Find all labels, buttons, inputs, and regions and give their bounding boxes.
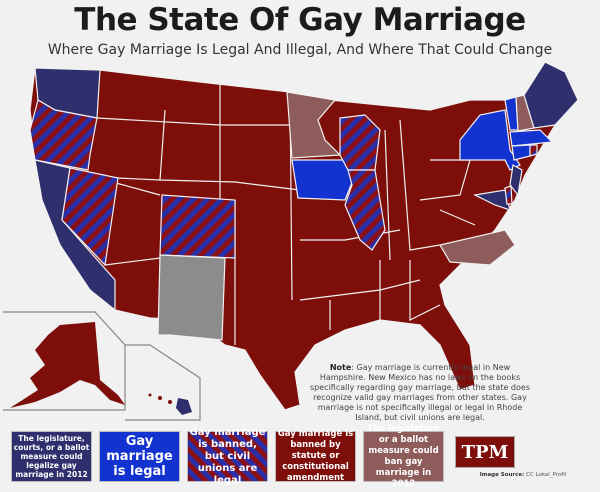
us-mainland-banned [29,61,579,411]
state-borders [96,82,476,345]
note-label: Note [329,363,352,372]
state-massachusetts [509,129,554,147]
legend-banned: Gay marriage is banned by statute or con… [275,429,356,483]
state-alaska [10,322,125,408]
state-nevada [61,167,119,267]
state-north-carolina [439,229,516,266]
legend-legal: Gay marriage is legal [99,431,180,482]
state-new-jersey [509,164,523,197]
tpm-logo: TPM [455,436,515,468]
state-maine [523,61,579,129]
note-text: : Gay marriage is currently legal in New… [310,363,530,422]
state-new-mexico [157,254,226,341]
state-delaware [504,185,513,205]
inset-frames [3,311,201,421]
state-hawaii [148,393,192,415]
page-subtitle: Where Gay Marriage Is Legal And Illegal,… [47,42,553,58]
page-title: The State Of Gay Marriage [74,2,526,38]
state-wisconsin [339,114,381,171]
state-oregon [29,99,98,171]
state-maryland [473,189,511,211]
source-value: CC Lokal_Profil [526,472,567,478]
legend-could-ban: The legislature or a ballot measure coul… [363,424,444,489]
source-label: Image Source: [479,472,525,478]
image-source: Image Source: CC Lokal_Profil [445,472,600,478]
state-minnesota [286,91,342,159]
map-note: Note: Gay marriage is currently legal in… [308,363,532,423]
state-colorado [159,194,236,259]
state-rhode-island [529,144,538,157]
state-iowa [291,159,356,201]
legend-civil-unions: Gay marriage is banned, but civil unions… [187,427,268,486]
state-illinois [344,169,386,251]
legend-could-legalize: The legislature, courts, or a ballot mea… [11,431,92,482]
